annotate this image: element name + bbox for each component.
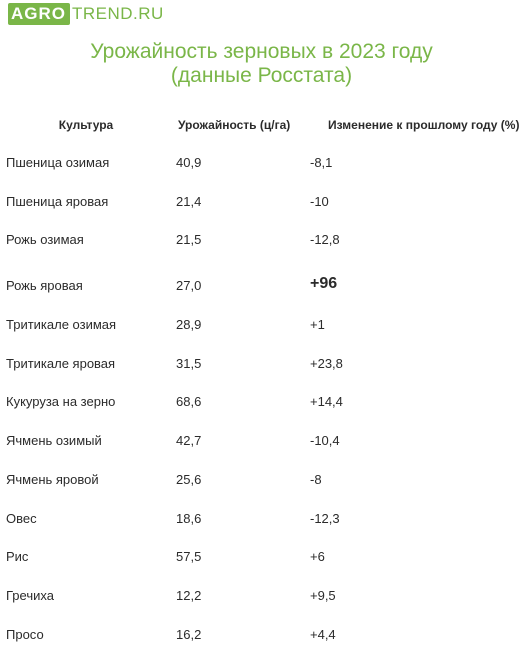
table-row: Пшеница озимая 40,9 -8,1 — [0, 142, 523, 181]
logo-agro: AGRO — [8, 3, 70, 25]
page-title: Урожайность зерновых в 2023 году (данные… — [0, 40, 523, 88]
cell-change-highlighted: +96 — [310, 275, 338, 293]
cell-yield: 25,6 — [176, 471, 202, 487]
table-header: Культура Урожайность (ц/га) Изменение к … — [0, 118, 523, 134]
column-header-crop: Культура — [58, 118, 114, 132]
cell-crop: Ячмень озимый — [6, 433, 102, 449]
cell-crop: Овес — [6, 510, 37, 526]
cell-change: +23,8 — [310, 355, 343, 371]
cell-yield: 40,9 — [176, 155, 202, 170]
cell-change: -10,4 — [310, 433, 340, 449]
cell-yield: 31,5 — [176, 355, 202, 371]
table-row: Кукуруза на зерно 68,6 +14,4 — [0, 381, 523, 420]
cell-yield: 12,2 — [176, 587, 202, 603]
cell-change: -8,1 — [310, 155, 333, 170]
cell-yield: 42,7 — [176, 433, 202, 449]
cell-change: -8 — [310, 471, 322, 487]
cell-crop: Рожь яровая — [6, 278, 83, 294]
cell-crop: Тритикале озимая — [6, 317, 117, 333]
table-row: Пшеница яровая 21,4 -10 — [0, 181, 523, 220]
table-row: Гречиха 12,2 +9,5 — [0, 575, 523, 614]
table-row: Рис 57,5 +6 — [0, 536, 523, 575]
cell-change: +6 — [310, 549, 325, 565]
logo-trend: TREND.RU — [72, 4, 164, 23]
column-header-change: Изменение к прошлому году (%) — [328, 118, 520, 132]
cell-crop: Кукуруза на зерно — [6, 394, 116, 410]
table-row: Тритикале озимая 28,9 +1 — [0, 304, 523, 343]
title-line-2: (данные Росстата) — [170, 64, 353, 87]
cell-yield: 21,5 — [176, 232, 202, 248]
cell-crop: Пшеница яровая — [6, 193, 109, 209]
cell-change: -12,3 — [310, 510, 340, 526]
cell-crop: Гречиха — [6, 587, 54, 603]
cell-yield: 57,5 — [176, 549, 202, 565]
cell-crop: Тритикале яровая — [6, 355, 116, 371]
site-logo[interactable]: AGRO TREND.RU — [8, 3, 164, 25]
cell-yield: 28,9 — [176, 317, 202, 333]
column-header-yield: Урожайность (ц/га) — [178, 118, 291, 132]
cell-change: -12,8 — [310, 232, 340, 248]
cell-crop: Пшеница озимая — [6, 155, 110, 170]
cell-yield: 27,0 — [176, 278, 202, 294]
cell-crop: Рожь озимая — [6, 232, 84, 248]
cell-change: -10 — [310, 193, 329, 209]
table-row: Овес 18,6 -12,3 — [0, 498, 523, 537]
cell-yield: 21,4 — [176, 193, 202, 209]
table-row: Тритикале яровая 31,5 +23,8 — [0, 343, 523, 382]
table-body: Пшеница озимая 40,9 -8,1 Пшеница яровая … — [0, 142, 523, 652]
title-line-1: Урожайность зерновых в 2023 году — [90, 40, 433, 63]
cell-yield: 68,6 — [176, 394, 202, 410]
table-row-highlighted: Рожь яровая 27,0 +96 — [0, 258, 523, 304]
table-row: Просо 16,2 +4,4 — [0, 614, 523, 652]
cell-change: +1 — [310, 317, 325, 333]
table-row: Ячмень озимый 42,7 -10,4 — [0, 420, 523, 459]
cell-change: +14,4 — [310, 394, 343, 410]
cell-change: +4,4 — [310, 626, 336, 642]
cell-crop: Ячмень яровой — [6, 471, 99, 487]
cell-yield: 16,2 — [176, 626, 202, 642]
cell-change: +9,5 — [310, 587, 336, 603]
cell-yield: 18,6 — [176, 510, 202, 526]
cell-crop: Просо — [6, 626, 44, 642]
cell-crop: Рис — [6, 549, 29, 565]
table-row: Рожь озимая 21,5 -12,8 — [0, 219, 523, 258]
table-row: Ячмень яровой 25,6 -8 — [0, 459, 523, 498]
